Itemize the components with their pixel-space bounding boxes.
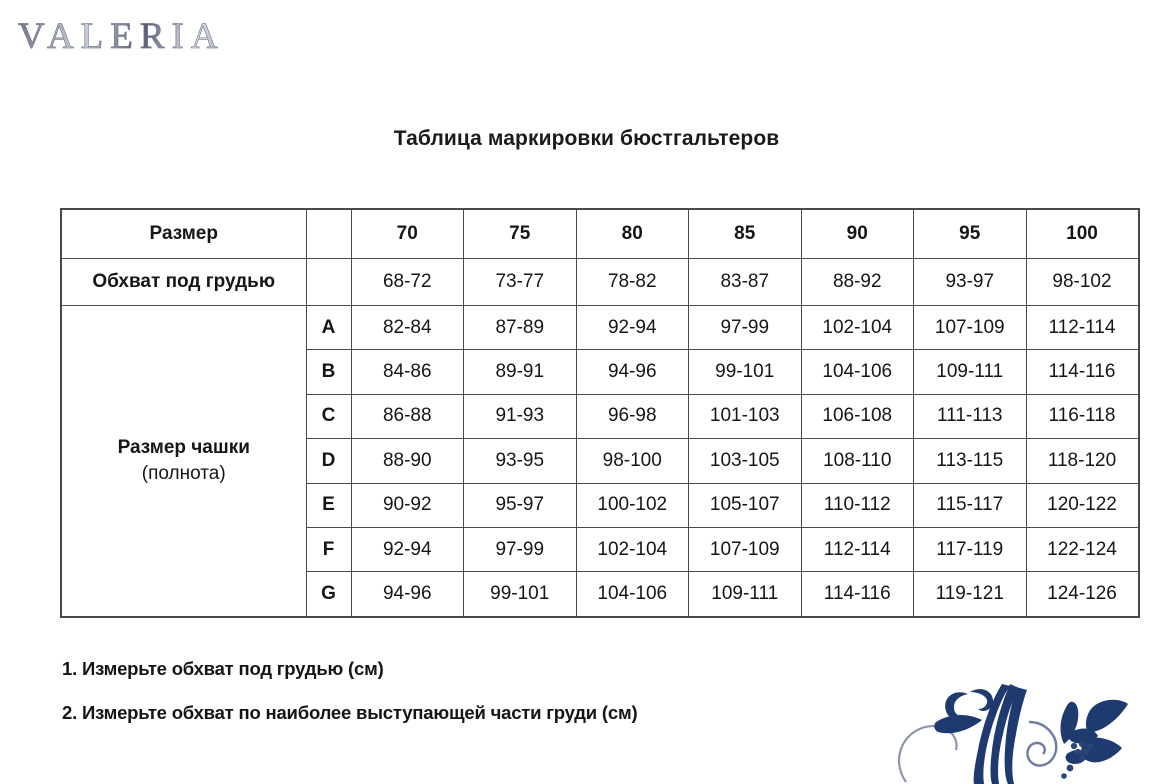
table-body: Размер 70 75 80 85 90 95 100 Обхват под грудью 68… (60, 208, 1139, 618)
cup-measure-cell: 97-99 (463, 526, 577, 573)
row-label-underbust: Обхват под грудью (60, 258, 307, 306)
instruction-step: 2. Измерьте обхват по наиболее выступающ… (62, 702, 638, 723)
cup-measure-cell: 112-114 (1025, 304, 1139, 351)
cup-measure-cell: 114-116 (1025, 349, 1139, 395)
table-row-cup-a: Размер чашки (полнота) A 82-84 87-89 92-94 97-… (60, 304, 1139, 618)
cup-measure-cell: 107-109 (913, 304, 1027, 351)
size-header-cell: 90 (800, 208, 914, 259)
underbust-cell: 83-87 (688, 258, 802, 306)
cup-letter-cell: G (305, 571, 352, 618)
underbust-cell: 73-77 (463, 258, 577, 306)
cup-measure-cell: 87-89 (463, 304, 577, 351)
cup-measure-cell: 97-99 (688, 304, 802, 351)
cup-measure-cell: 84-86 (350, 349, 464, 395)
size-header-cell: 100 (1025, 208, 1139, 259)
cup-measure-cell: 109-111 (688, 571, 802, 618)
cup-measure-cell: 108-110 (800, 438, 914, 484)
size-header-cell: 75 (463, 208, 577, 259)
cup-measure-cell: 120-122 (1025, 482, 1139, 528)
cup-measure-cell: 102-104 (800, 304, 914, 351)
table-row-cup-c: C 86-88 91-93 96-98 101-103 106-108 111-113 116… (61, 393, 1139, 440)
underbust-cell: 78-82 (575, 258, 689, 306)
cup-measure-cell: 119-121 (913, 571, 1027, 618)
underbust-cell: 98-102 (1025, 258, 1139, 306)
cup-measure-cell: 118-120 (1025, 438, 1139, 484)
cup-measure-cell: 99-101 (463, 571, 577, 618)
cup-measure-cell: 114-116 (800, 571, 914, 618)
size-header-cell: 95 (913, 208, 1027, 259)
cup-measure-cell: 86-88 (350, 393, 464, 440)
cup-measure-cell: 105-107 (688, 482, 802, 528)
cup-size-subtitle: (полнота) (141, 462, 226, 484)
underbust-cell: 68-72 (350, 258, 464, 306)
size-header-cell: 80 (575, 208, 689, 259)
table-row-cup-b: B 84-86 89-91 94-96 99-101 104-106 109-111 114-… (61, 349, 1139, 395)
table-row-underbust: Обхват под грудью 68-72 73-77 78-82 83-87 88-… (60, 258, 1139, 306)
letter-column-header-blank (305, 208, 352, 259)
cup-measure-cell: 88-90 (350, 438, 464, 484)
cup-letter-cell: B (305, 349, 352, 395)
row-label-cup-size: Размер чашки (полнота) (60, 304, 307, 618)
cup-measure-cell: 116-118 (1025, 393, 1139, 440)
brand-logo: VALERIA (18, 14, 318, 60)
cup-measure-cell: 104-106 (575, 571, 689, 618)
brand-logo-text: VALERIA (18, 14, 318, 60)
cup-measure-cell: 94-96 (575, 349, 689, 395)
table-row-cup-f: F 92-94 97-99 102-104 107-109 112-114 117-119 1… (61, 526, 1139, 573)
table-row-cup-d: D 88-90 93-95 98-100 103-105 108-110 113-115 11… (61, 438, 1139, 484)
cup-measure-cell: 111-113 (913, 393, 1027, 440)
size-header-cell: 70 (350, 208, 464, 259)
cup-measure-cell: 92-94 (350, 526, 464, 573)
cup-letter-cell: E (305, 482, 352, 528)
instructions-list: 1. Измерьте обхват под грудью (см) 2. Изм… (62, 658, 962, 746)
cup-measure-cell: 90-92 (350, 482, 464, 528)
cup-measure-cell: 95-97 (463, 482, 577, 528)
floral-swirl-ornament (897, 654, 1173, 784)
letter-column-blank (305, 258, 352, 306)
cup-letter-cell: D (305, 438, 352, 484)
cup-measure-cell: 115-117 (913, 482, 1027, 528)
cup-size-title: Размер чашки (117, 436, 250, 458)
cup-measure-cell: 100-102 (575, 482, 689, 528)
cup-measure-cell: 107-109 (688, 526, 802, 573)
cup-measure-cell: 94-96 (350, 571, 464, 618)
cup-measure-cell: 98-100 (575, 438, 689, 484)
cup-measure-cell: 102-104 (575, 526, 689, 573)
cup-measure-cell: 96-98 (575, 393, 689, 440)
table-row-cup-g: G 94-96 99-101 104-106 109-111 114-116 119-121… (61, 571, 1139, 618)
cup-measure-cell: 92-94 (575, 304, 689, 351)
cup-measure-cell: 103-105 (688, 438, 802, 484)
cup-measure-cell: 104-106 (800, 349, 914, 395)
cup-measure-cell: 110-112 (800, 482, 914, 528)
row-label-size: Размер (60, 208, 307, 259)
table-row-size-header: Размер 70 75 80 85 90 95 100 (60, 208, 1139, 259)
cup-measure-cell: 101-103 (688, 393, 802, 440)
underbust-cell: 88-92 (800, 258, 914, 306)
cup-letter-cell: C (305, 393, 352, 440)
cup-measure-cell: 109-111 (913, 349, 1027, 395)
cup-measure-cell: 89-91 (463, 349, 577, 395)
cup-measure-cell: 122-124 (1025, 526, 1139, 573)
cup-measure-cell: 82-84 (350, 304, 464, 351)
cup-measure-cell: 91-93 (463, 393, 577, 440)
cup-letter-cell: A (305, 304, 352, 351)
table-row-cup-e: E 90-92 95-97 100-102 105-107 110-112 115-117 1… (61, 482, 1139, 528)
cup-measure-cell: 106-108 (800, 393, 914, 440)
cup-measure-cell: 99-101 (688, 349, 802, 395)
page-title: Таблица маркировки бюстгальтеров (393, 127, 780, 150)
bra-size-table: Размер 70 75 80 85 90 95 100 Обхват под грудью 68… (60, 208, 1140, 618)
size-header-cell: 85 (688, 208, 802, 259)
cup-measure-cell: 124-126 (1025, 571, 1139, 618)
cup-letter-cell: F (305, 526, 352, 573)
cup-measure-cell: 93-95 (463, 438, 577, 484)
cup-measure-cell: 113-115 (913, 438, 1027, 484)
cup-measure-cell: 112-114 (800, 526, 914, 573)
cup-measure-cell: 117-119 (913, 526, 1027, 573)
instruction-step: 1. Измерьте обхват под грудью (см) (62, 658, 384, 679)
size-table-container: Размер 70 75 80 85 90 95 100 Обхват под грудью 68… (60, 208, 1140, 618)
underbust-cell: 93-97 (913, 258, 1027, 306)
